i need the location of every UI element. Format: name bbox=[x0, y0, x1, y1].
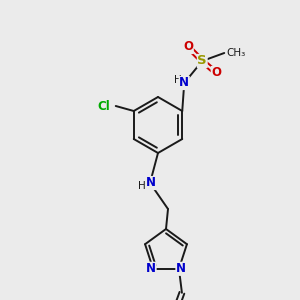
Text: N: N bbox=[146, 262, 156, 275]
Text: S: S bbox=[197, 55, 207, 68]
Text: H: H bbox=[138, 181, 146, 191]
Text: H: H bbox=[174, 75, 182, 85]
Text: Cl: Cl bbox=[98, 100, 110, 112]
Text: CH₃: CH₃ bbox=[226, 48, 245, 58]
Text: N: N bbox=[146, 176, 156, 190]
Text: O: O bbox=[183, 40, 193, 53]
Text: N: N bbox=[179, 76, 189, 89]
Text: O: O bbox=[211, 67, 221, 80]
Text: N: N bbox=[176, 262, 186, 275]
